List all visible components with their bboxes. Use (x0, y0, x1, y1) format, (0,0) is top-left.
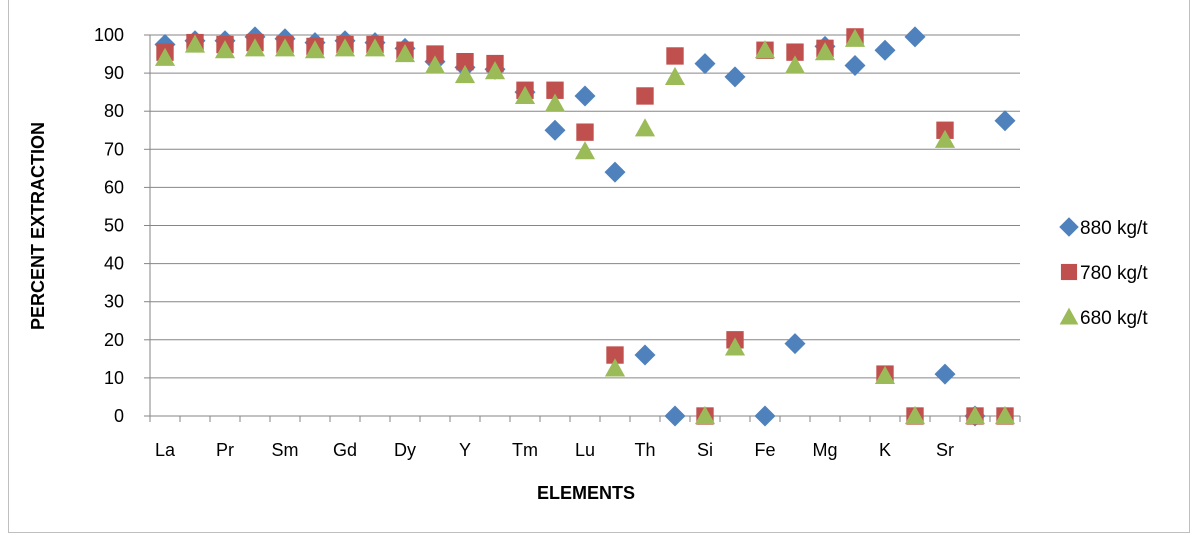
data-point-diamond (844, 54, 866, 76)
x-tick-label: Si (697, 440, 713, 460)
y-tick-label: 100 (94, 25, 124, 45)
data-point-triangle (904, 405, 926, 425)
data-point-diamond (664, 405, 686, 427)
x-tick-label: K (879, 440, 891, 460)
data-point-triangle (304, 40, 326, 59)
legend-label: 780 kg/t (1080, 263, 1148, 284)
data-point-triangle (364, 38, 386, 57)
x-tick-label: Lu (575, 440, 595, 460)
y-tick-label: 10 (104, 368, 124, 388)
legend: 880 kg/t 780 kg/t 680 kg/t (1059, 217, 1148, 329)
data-point-triangle (484, 61, 506, 80)
x-tick-label: Fe (754, 440, 775, 460)
data-point-triangle (724, 337, 746, 356)
data-point-square (636, 87, 654, 105)
data-point-triangle (874, 365, 896, 385)
x-tick-label: Dy (394, 440, 416, 460)
y-tick-label: 60 (104, 177, 124, 197)
x-tick-label: Gd (333, 440, 357, 460)
legend-marker-triangle (1059, 307, 1079, 325)
x-tick-label: Sm (272, 440, 299, 460)
data-point-triangle (454, 64, 476, 84)
x-axis-ticks: La Pr Sm Gd Dy Y Tm Lu Th Si Fe Mg K Sr (149, 416, 1021, 460)
legend-marker-diamond (1059, 217, 1079, 237)
data-point-triangle (574, 141, 596, 160)
data-point-diamond (634, 344, 656, 366)
y-axis-title: PERCENT EXTRACTION (28, 122, 48, 330)
data-point-diamond (874, 39, 896, 61)
chart-frame (8, 0, 1190, 533)
data-point-square (576, 123, 594, 141)
x-tick-label: Pr (216, 440, 234, 460)
y-tick-label: 30 (104, 292, 124, 312)
data-point-triangle (184, 34, 206, 53)
data-point-triangle (424, 55, 446, 74)
y-tick-label: 20 (104, 330, 124, 350)
series-triangle (154, 28, 1016, 425)
data-point-triangle (634, 118, 656, 137)
data-point-square (786, 43, 804, 61)
data-point-triangle (604, 358, 626, 377)
y-tick-label: 90 (104, 63, 124, 83)
data-point-diamond (694, 53, 716, 75)
data-point-triangle (844, 28, 866, 47)
data-points (154, 26, 1016, 427)
data-point-triangle (754, 40, 776, 59)
data-point-diamond (574, 85, 596, 107)
data-point-diamond (604, 161, 626, 183)
x-tick-label: Th (634, 440, 655, 460)
data-point-triangle (244, 38, 266, 57)
data-point-triangle (964, 405, 986, 425)
data-point-diamond (754, 405, 776, 427)
y-axis-ticks: 0 10 20 30 40 50 60 70 80 90 100 (94, 25, 150, 426)
legend-label: 880 kg/t (1080, 218, 1148, 239)
data-point-square (426, 45, 444, 63)
gridlines (149, 34, 1020, 417)
data-point-triangle (544, 93, 566, 112)
data-point-square (606, 346, 624, 364)
legend-label: 680 kg/t (1080, 308, 1148, 329)
data-point-triangle (694, 405, 716, 425)
y-tick-label: 0 (114, 406, 124, 426)
data-point-triangle (814, 42, 836, 61)
x-tick-label: Sr (936, 440, 954, 460)
data-point-diamond (724, 66, 746, 88)
x-axis-title: ELEMENTS (537, 483, 635, 503)
data-point-triangle (934, 129, 956, 148)
y-tick-label: 40 (104, 254, 124, 274)
data-point-diamond (994, 110, 1016, 132)
x-tick-label: Tm (512, 440, 538, 460)
x-tick-label: Mg (812, 440, 837, 460)
data-point-triangle (994, 405, 1016, 425)
data-point-triangle (214, 40, 236, 59)
x-tick-label: La (155, 440, 176, 460)
data-point-triangle (394, 43, 416, 63)
data-point-diamond (904, 26, 926, 48)
data-point-triangle (784, 55, 806, 74)
data-point-square (456, 52, 474, 71)
y-tick-label: 70 (104, 139, 124, 159)
data-point-square (666, 47, 684, 65)
data-point-triangle (334, 38, 356, 57)
data-point-triangle (274, 38, 296, 57)
data-point-triangle (664, 66, 686, 85)
legend-marker-square (1060, 263, 1078, 281)
y-tick-label: 80 (104, 101, 124, 121)
y-tick-label: 50 (104, 216, 124, 236)
data-point-triangle (514, 85, 536, 105)
data-point-triangle (154, 47, 176, 66)
data-point-diamond (934, 363, 956, 385)
data-point-diamond (784, 333, 806, 355)
x-tick-label: Y (459, 440, 471, 460)
data-point-square (546, 81, 564, 99)
data-point-diamond (544, 119, 566, 141)
